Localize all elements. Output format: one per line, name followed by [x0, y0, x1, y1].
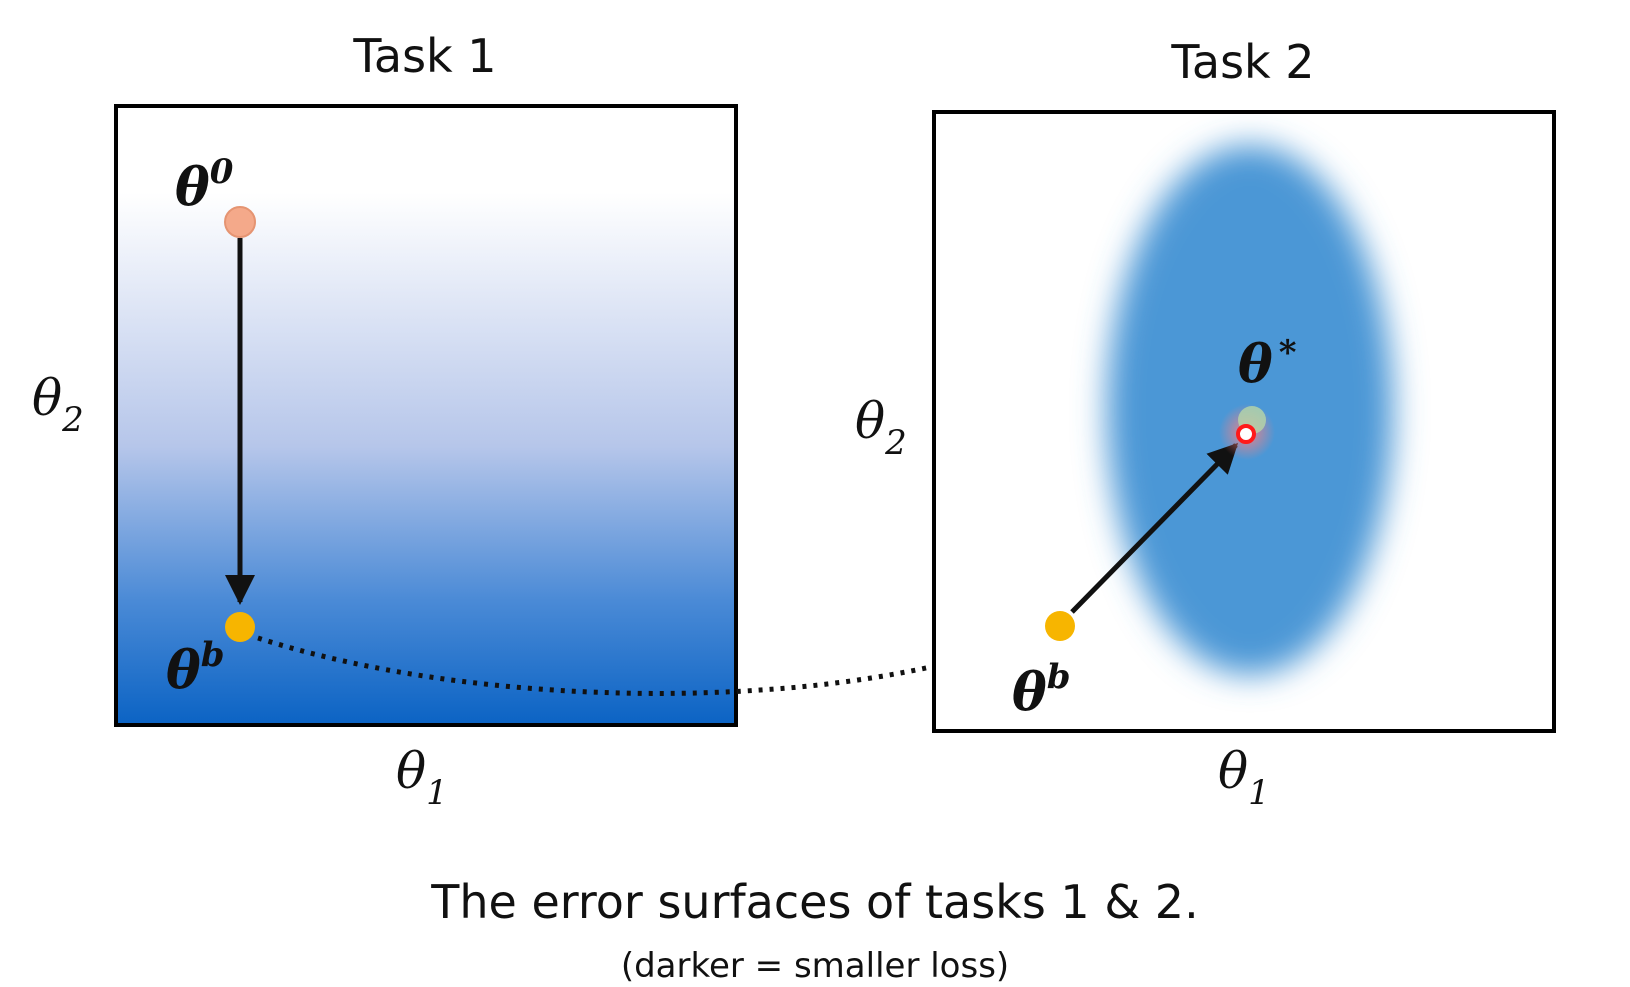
task1-title: Task 1: [352, 29, 496, 83]
task2-ylabel: θ2: [855, 392, 907, 463]
figure-sub-caption: (darker = smaller loss): [621, 946, 1009, 986]
task1-xlabel: θ1: [396, 742, 448, 813]
task2-descent-arrow: [1070, 442, 1239, 614]
task2-start-point: [1045, 611, 1075, 641]
task1-start-label: θ0: [175, 152, 234, 218]
task1-ylabel: θ2: [32, 369, 84, 440]
task2-frame: [932, 110, 1556, 733]
figure-caption: The error surfaces of tasks 1 & 2.: [430, 875, 1198, 929]
task2-optimum-point: [1236, 424, 1256, 444]
task2-panel: Task 2 θ2 θ1 θb θ *: [855, 35, 1556, 813]
task1-end-point: [225, 612, 255, 642]
task1-start-point: [224, 206, 256, 238]
task2-xlabel: θ1: [1218, 742, 1270, 813]
task2-title: Task 2: [1170, 35, 1314, 89]
task1-panel: Task 1 θ2 θ1 θ0 θb: [32, 29, 738, 813]
task2-optimum-label: θ *: [1238, 333, 1297, 395]
task2-start-label: θb: [1012, 657, 1070, 723]
task1-error-surface: [114, 104, 738, 727]
task1-end-label: θb: [166, 635, 224, 701]
